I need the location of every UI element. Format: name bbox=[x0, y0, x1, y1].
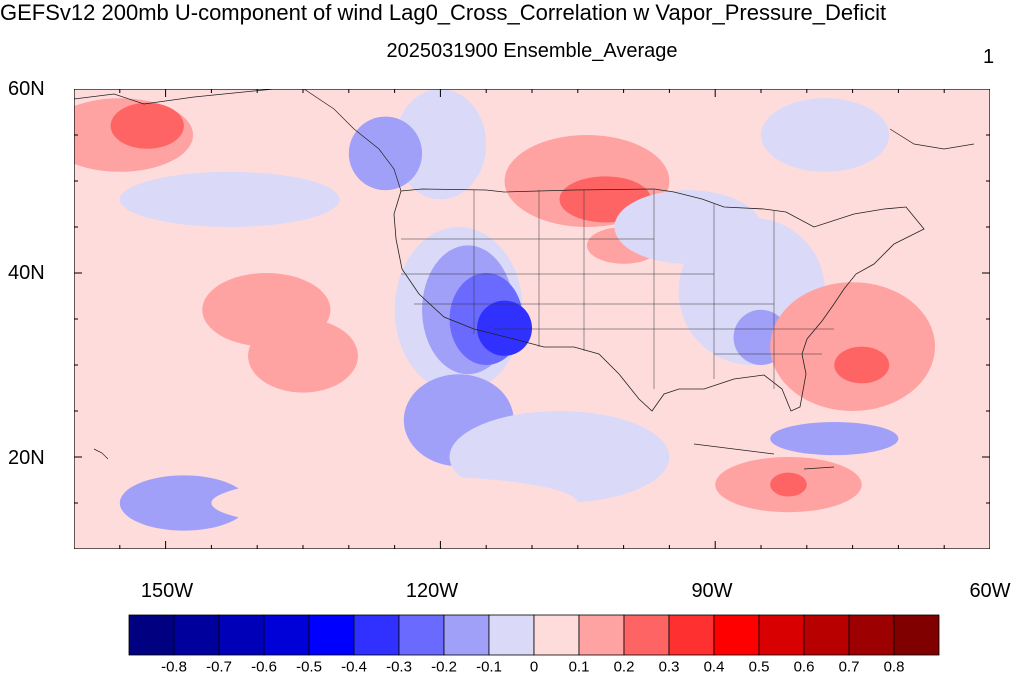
colorbar-label: 0.6 bbox=[793, 658, 815, 676]
correlation-blob bbox=[119, 171, 340, 227]
map-subtitle: 2025031900 Ensemble_Average bbox=[386, 40, 678, 62]
correlation-blob bbox=[770, 472, 807, 497]
colorbar-label: 0.1 bbox=[568, 658, 590, 676]
colorbar-swatch bbox=[263, 614, 310, 656]
colorbar-swatch bbox=[893, 614, 940, 656]
correlation-blob bbox=[110, 102, 184, 149]
colorbar-label: -0.8 bbox=[161, 658, 187, 676]
correlation-map bbox=[74, 89, 990, 549]
correlation-blob bbox=[614, 190, 761, 264]
coastlines bbox=[74, 89, 975, 470]
colorbar-swatch bbox=[488, 614, 535, 656]
correlation-blob bbox=[449, 411, 670, 503]
colorbar-swatch bbox=[353, 614, 400, 656]
colorbar-label: 0.4 bbox=[703, 658, 725, 676]
colorbar-swatch bbox=[533, 614, 580, 656]
colorbar-label: 0.3 bbox=[658, 658, 680, 676]
lat-label-20n: 20N bbox=[8, 447, 45, 469]
axis-ticks bbox=[74, 89, 990, 549]
correlation-blob bbox=[248, 319, 358, 393]
correlation-blob bbox=[770, 422, 899, 456]
colorbar-swatch bbox=[443, 614, 490, 656]
correlation-blob bbox=[834, 346, 890, 384]
colorbar-label: -0.6 bbox=[251, 658, 277, 676]
colorbar-swatch bbox=[758, 614, 805, 656]
colorbar-swatch bbox=[398, 614, 445, 656]
colorbar bbox=[128, 614, 940, 656]
colorbar-swatch bbox=[803, 614, 850, 656]
colorbar-label: 0.2 bbox=[613, 658, 635, 676]
colorbar-swatch bbox=[128, 614, 175, 656]
lon-label-150w: 150W bbox=[140, 580, 194, 602]
correlation-field bbox=[74, 89, 936, 531]
colorbar-label: 0 bbox=[529, 658, 539, 676]
colorbar-swatch bbox=[218, 614, 265, 656]
lon-label-120w: 120W bbox=[405, 580, 459, 602]
lon-label-60w: 60W bbox=[969, 580, 1011, 602]
colorbar-swatch bbox=[308, 614, 355, 656]
colorbar-swatch bbox=[713, 614, 760, 656]
colorbar-label: -0.2 bbox=[431, 658, 457, 676]
colorbar-label: -0.3 bbox=[386, 658, 412, 676]
state-borders bbox=[401, 190, 834, 389]
lat-label-40n: 40N bbox=[8, 262, 45, 284]
correlation-blob bbox=[394, 89, 487, 200]
colorbar-label: -0.5 bbox=[296, 658, 322, 676]
correlation-blob bbox=[211, 475, 578, 531]
lon-label-90w: 90W bbox=[691, 580, 733, 602]
colorbar-swatch bbox=[623, 614, 670, 656]
correlation-blob bbox=[477, 300, 532, 356]
correlation-blob bbox=[348, 116, 423, 191]
colorbar-label: 0.5 bbox=[748, 658, 770, 676]
lat-label-60n: 60N bbox=[8, 78, 45, 100]
colorbar-label: -0.1 bbox=[476, 658, 502, 676]
colorbar-swatch bbox=[578, 614, 625, 656]
colorbar-swatch bbox=[668, 614, 715, 656]
colorbar-label: -0.7 bbox=[206, 658, 232, 676]
correlation-blob bbox=[761, 98, 890, 172]
colorbar-label: -0.4 bbox=[341, 658, 367, 676]
panel-label: 1 bbox=[983, 46, 995, 68]
colorbar-swatch bbox=[848, 614, 895, 656]
correlation-blob bbox=[119, 475, 249, 531]
colorbar-label: 0.8 bbox=[883, 658, 905, 676]
correlation-blob bbox=[770, 282, 936, 411]
map-title: GEFSv12 200mb U-component of wind Lag0_C… bbox=[0, 0, 887, 25]
colorbar-label: 0.7 bbox=[838, 658, 860, 676]
colorbar-swatch bbox=[173, 614, 220, 656]
